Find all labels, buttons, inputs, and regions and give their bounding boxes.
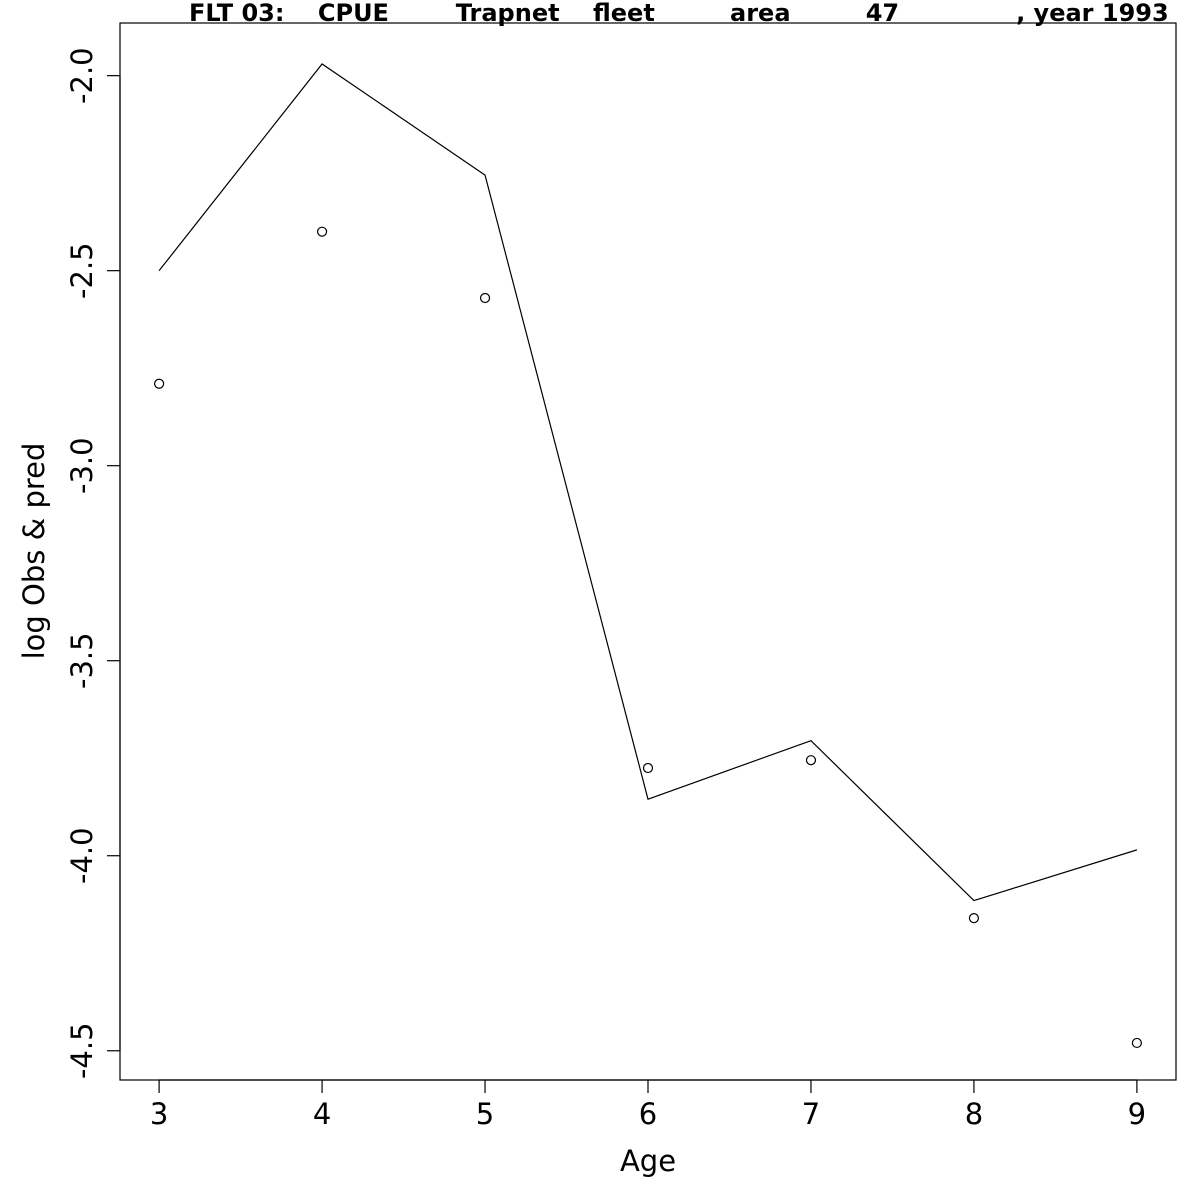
obs-point (642, 762, 654, 774)
x-axis: 3 4 5 6 7 8 9 (150, 1079, 1146, 1131)
y-tick-label: -2.5 (65, 242, 99, 299)
y-axis: -2.0 -2.5 -3.0 -3.5 -4.0 -4.5 (65, 47, 121, 1079)
obs-point (805, 755, 817, 766)
plot-frame (119, 22, 1177, 1081)
pred-line (158, 63, 1138, 902)
x-tick-label: 4 (313, 1097, 331, 1131)
x-tick-label: 3 (150, 1097, 168, 1131)
y-tick-label: -3.5 (65, 632, 99, 689)
x-tick-label: 7 (802, 1097, 820, 1131)
x-tick-label: 8 (965, 1097, 983, 1131)
y-tick-label: -3.0 (65, 437, 99, 494)
series-layer (154, 63, 1142, 1049)
obs-point (479, 292, 491, 304)
x-tick-label: 5 (476, 1097, 494, 1131)
x-tick-label: 9 (1128, 1097, 1146, 1131)
obs-point (968, 913, 980, 924)
obs-point (154, 378, 165, 389)
y-tick-label: -4.5 (65, 1022, 99, 1079)
x-tick-label: 6 (639, 1097, 657, 1131)
x-axis-label: Age (620, 1144, 676, 1178)
obs-point (316, 226, 328, 237)
y-axis-label: log Obs & pred (17, 443, 51, 660)
y-tick-label: -4.0 (65, 827, 99, 884)
y-tick-label: -2.0 (65, 47, 99, 104)
obs-point (1131, 1037, 1142, 1049)
